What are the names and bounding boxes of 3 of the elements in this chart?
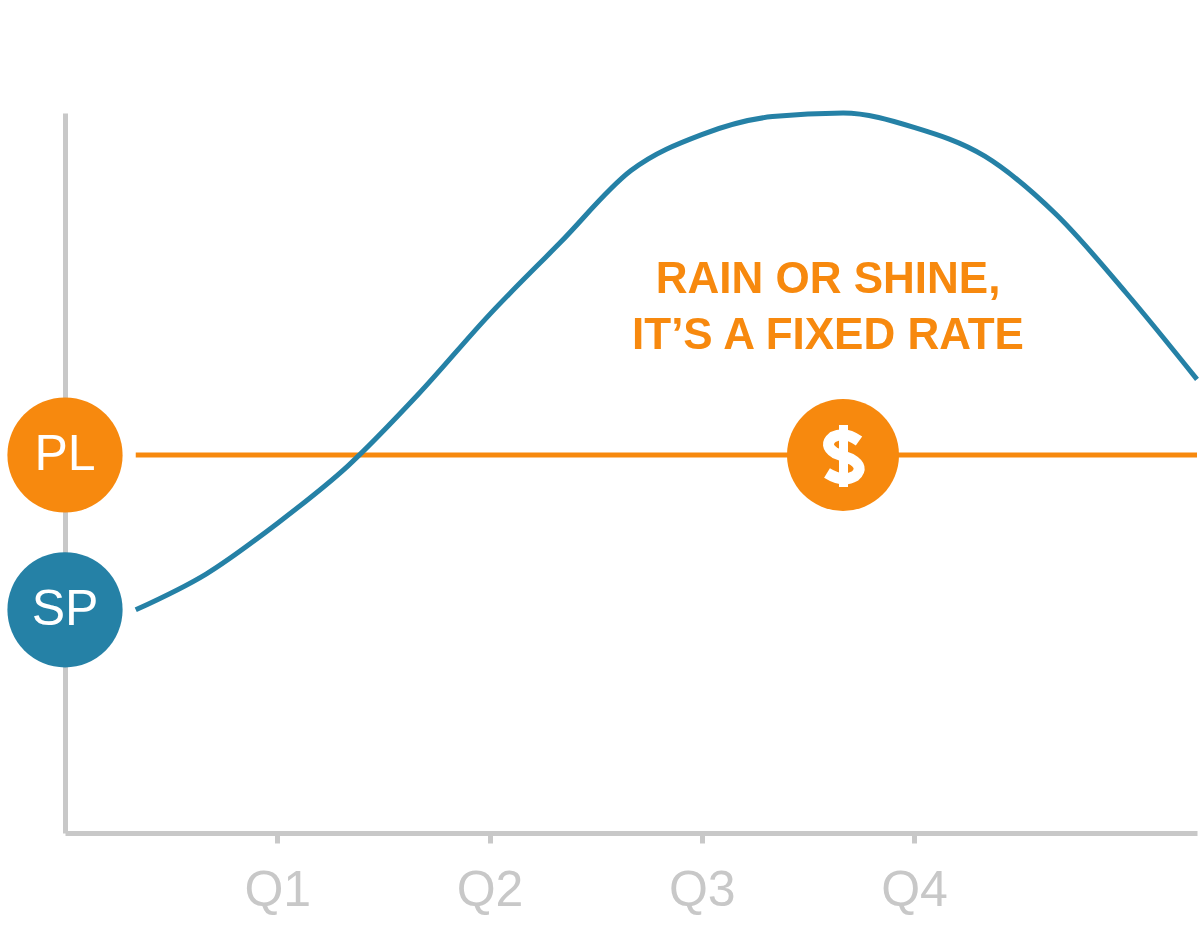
annotation: RAIN OR SHINE, IT’S A FIXED RATE (632, 253, 1024, 358)
series-label: SP (31, 579, 99, 636)
series-label: PL (34, 425, 96, 481)
